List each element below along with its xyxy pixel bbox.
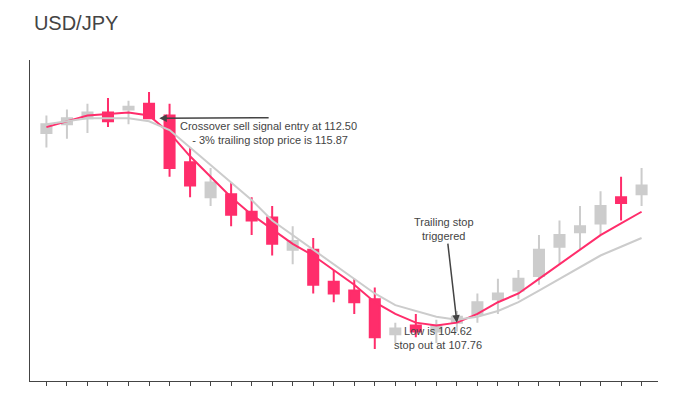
svg-text:USD/JPY: USD/JPY bbox=[34, 12, 118, 34]
svg-text:Low is 104.62stop out at 107.7: Low is 104.62stop out at 107.76 bbox=[394, 325, 482, 351]
svg-text:Crossover sell signal entry at: Crossover sell signal entry at 112.50 - … bbox=[180, 120, 357, 146]
svg-text:Trailing stoptriggered: Trailing stoptriggered bbox=[414, 216, 474, 242]
